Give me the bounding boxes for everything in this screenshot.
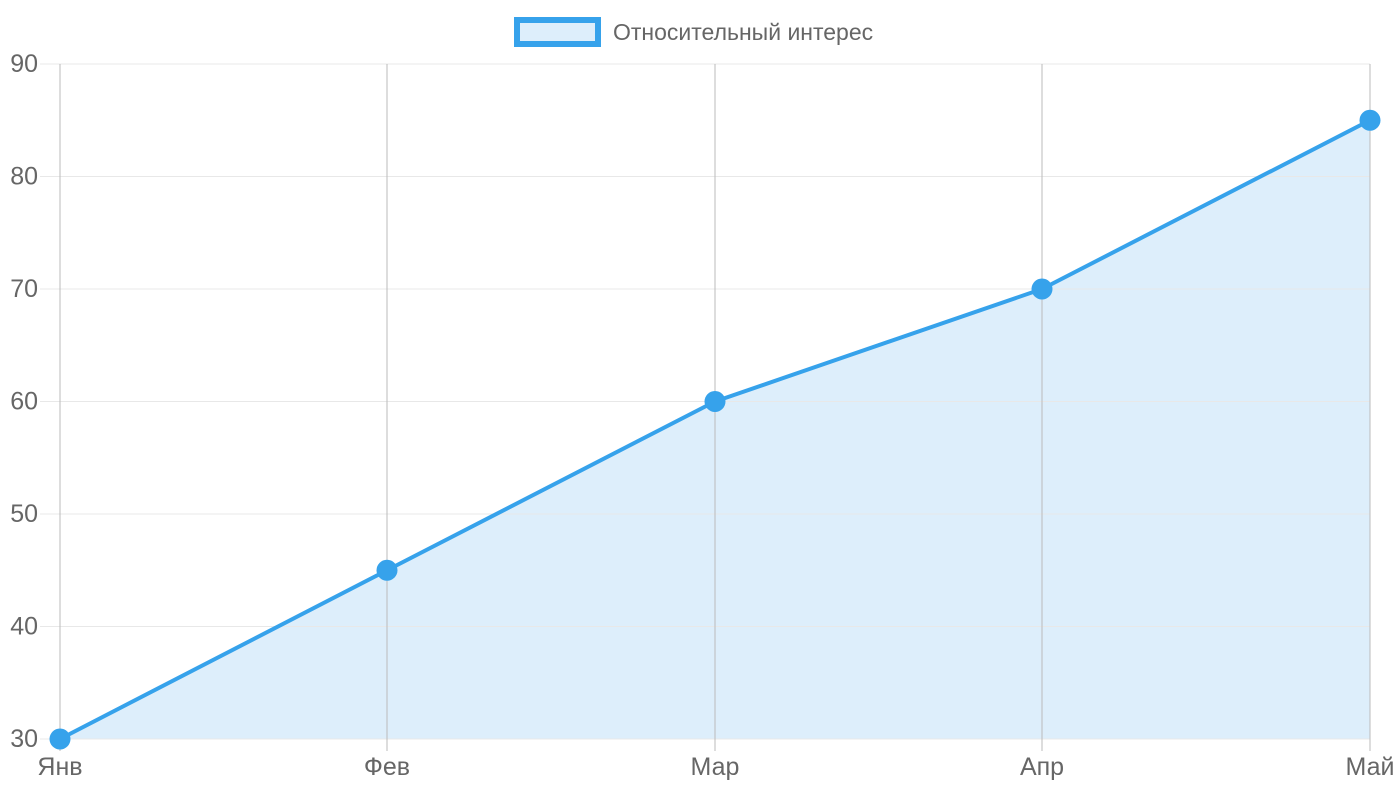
svg-text:Май: Май <box>1346 753 1395 781</box>
svg-text:90: 90 <box>10 50 38 78</box>
svg-text:Янв: Янв <box>37 753 82 781</box>
svg-text:40: 40 <box>10 613 38 641</box>
svg-text:30: 30 <box>10 725 38 753</box>
svg-text:Апр: Апр <box>1020 753 1064 781</box>
svg-text:Фев: Фев <box>364 753 410 781</box>
svg-text:50: 50 <box>10 500 38 528</box>
svg-text:60: 60 <box>10 388 38 416</box>
svg-text:80: 80 <box>10 163 38 191</box>
svg-text:Мар: Мар <box>691 753 740 781</box>
svg-text:70: 70 <box>10 275 38 303</box>
